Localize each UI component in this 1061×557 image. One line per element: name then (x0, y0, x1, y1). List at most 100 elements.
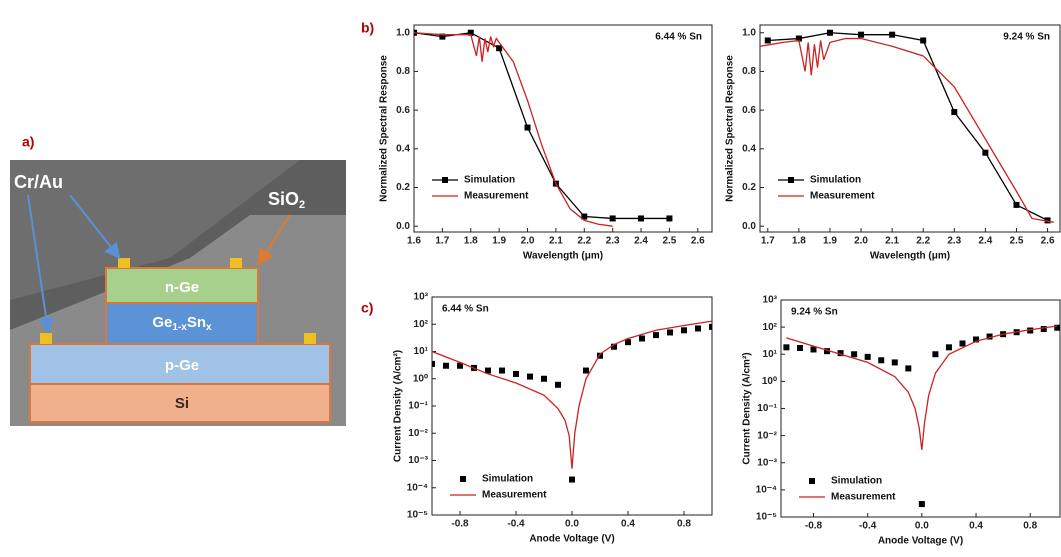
marker (764, 37, 771, 44)
x-tick-label: 1.9 (823, 236, 837, 247)
legend-label: Simulation (482, 474, 533, 485)
device-label: Si (175, 395, 189, 412)
device-label: Ge1-xSnx (152, 314, 212, 333)
marker (918, 501, 925, 508)
device-label: p-Ge (165, 357, 199, 374)
legend-swatch (460, 476, 466, 482)
marker (824, 348, 831, 355)
marker (932, 351, 939, 358)
y-axis-title: Normalized Spectral Response (379, 55, 390, 202)
annotation: 9.24 % Sn (791, 307, 838, 318)
marker (851, 351, 858, 358)
x-tick-label: 0.4 (969, 521, 983, 532)
x-tick-label: 2.3 (606, 236, 620, 247)
plot-data (432, 320, 712, 483)
x-tick-label: 1.6 (407, 236, 421, 247)
legend-label: Measurement (810, 191, 875, 202)
marker (951, 109, 958, 116)
x-tick-label: 0.0 (915, 521, 929, 532)
x-tick-label: 1.7 (435, 236, 449, 247)
marker (609, 215, 616, 222)
y-tick-label: 10³ (763, 295, 778, 306)
marker (795, 35, 802, 42)
y-tick-label: 0.8 (396, 66, 410, 77)
y-tick-label: 1.0 (396, 27, 410, 38)
annotation: 9.24 % Sn (1003, 32, 1050, 43)
marker (982, 149, 989, 156)
y-tick-label: 10⁻⁵ (407, 510, 428, 521)
device-label: n-Ge (165, 279, 199, 296)
y-tick-label: 10² (414, 319, 429, 330)
y-tick-label: 10⁻¹ (408, 401, 428, 412)
y-tick-label: 10⁻² (757, 430, 777, 441)
legend-label: Measurement (482, 490, 547, 501)
marker (986, 333, 993, 340)
series-line (432, 320, 712, 469)
marker (1027, 327, 1034, 334)
marker (810, 346, 817, 353)
x-tick-label: 1.8 (792, 236, 806, 247)
x-tick-label: 2.1 (885, 236, 899, 247)
marker (681, 327, 687, 334)
plot-data (783, 324, 1060, 508)
series-line (760, 37, 1054, 223)
marker (1013, 201, 1020, 208)
marker (959, 340, 966, 347)
y-tick-label: 0.0 (396, 221, 410, 232)
marker (973, 336, 980, 343)
marker (783, 344, 790, 351)
chart: 1.6 1.7 1.8 1.9 2.0 2.1 2.2 2.3 2.4 2.5 2.6 0.0 0.2 0… (379, 24, 713, 262)
marker (945, 344, 952, 351)
y-tick-label: 1.0 (742, 27, 756, 38)
marker (667, 329, 673, 336)
legend-label: Simulation (464, 175, 515, 186)
y-tick-label: 0.0 (742, 221, 756, 232)
x-axis-title: Wavelength (μm) (523, 251, 603, 262)
marker (905, 365, 912, 372)
x-tick-label: 1.7 (761, 236, 775, 247)
marker (432, 360, 435, 367)
marker (1044, 217, 1051, 224)
marker (1054, 324, 1060, 331)
annotation: 6.44 % Sn (655, 32, 702, 43)
y-tick-label: 10¹ (414, 346, 429, 357)
legend-label: Simulation (810, 175, 861, 186)
marker (555, 381, 561, 388)
y-tick-label: 10⁰ (413, 373, 428, 384)
marker (583, 367, 589, 374)
panel-label: a) (22, 134, 34, 150)
x-tick-label: 2.6 (1041, 236, 1055, 247)
marker (920, 37, 927, 44)
y-tick-label: 10⁻⁴ (756, 485, 777, 496)
y-tick-label: 10⁰ (762, 376, 777, 387)
x-tick-label: -0.4 (859, 521, 877, 532)
marker (858, 31, 865, 38)
x-tick-label: -0.8 (451, 519, 469, 530)
panel-label: b) (361, 20, 374, 36)
x-tick-label: -0.8 (805, 521, 823, 532)
plot-data (414, 29, 673, 227)
marker (496, 45, 503, 52)
legend-label: Measurement (831, 492, 896, 503)
annotation: 6.44 % Sn (442, 304, 489, 315)
marker (443, 362, 449, 369)
x-tick-label: -0.4 (507, 519, 525, 530)
device-label: SiO2 (268, 189, 305, 211)
y-tick-label: 10⁻⁵ (756, 512, 777, 523)
y-axis-title: Normalized Spectral Response (725, 55, 736, 202)
marker (541, 375, 547, 382)
y-tick-label: 10⁻² (408, 428, 428, 439)
y-tick-label: 10² (763, 322, 778, 333)
legend-swatch (788, 177, 794, 183)
marker (527, 373, 533, 380)
marker (826, 29, 833, 36)
marker (524, 124, 531, 131)
marker (695, 325, 701, 332)
y-tick-label: 10¹ (763, 349, 778, 360)
y-tick-label: 0.6 (742, 105, 756, 116)
marker (499, 367, 505, 374)
marker (864, 353, 871, 360)
marker (625, 339, 631, 346)
marker (485, 367, 491, 374)
